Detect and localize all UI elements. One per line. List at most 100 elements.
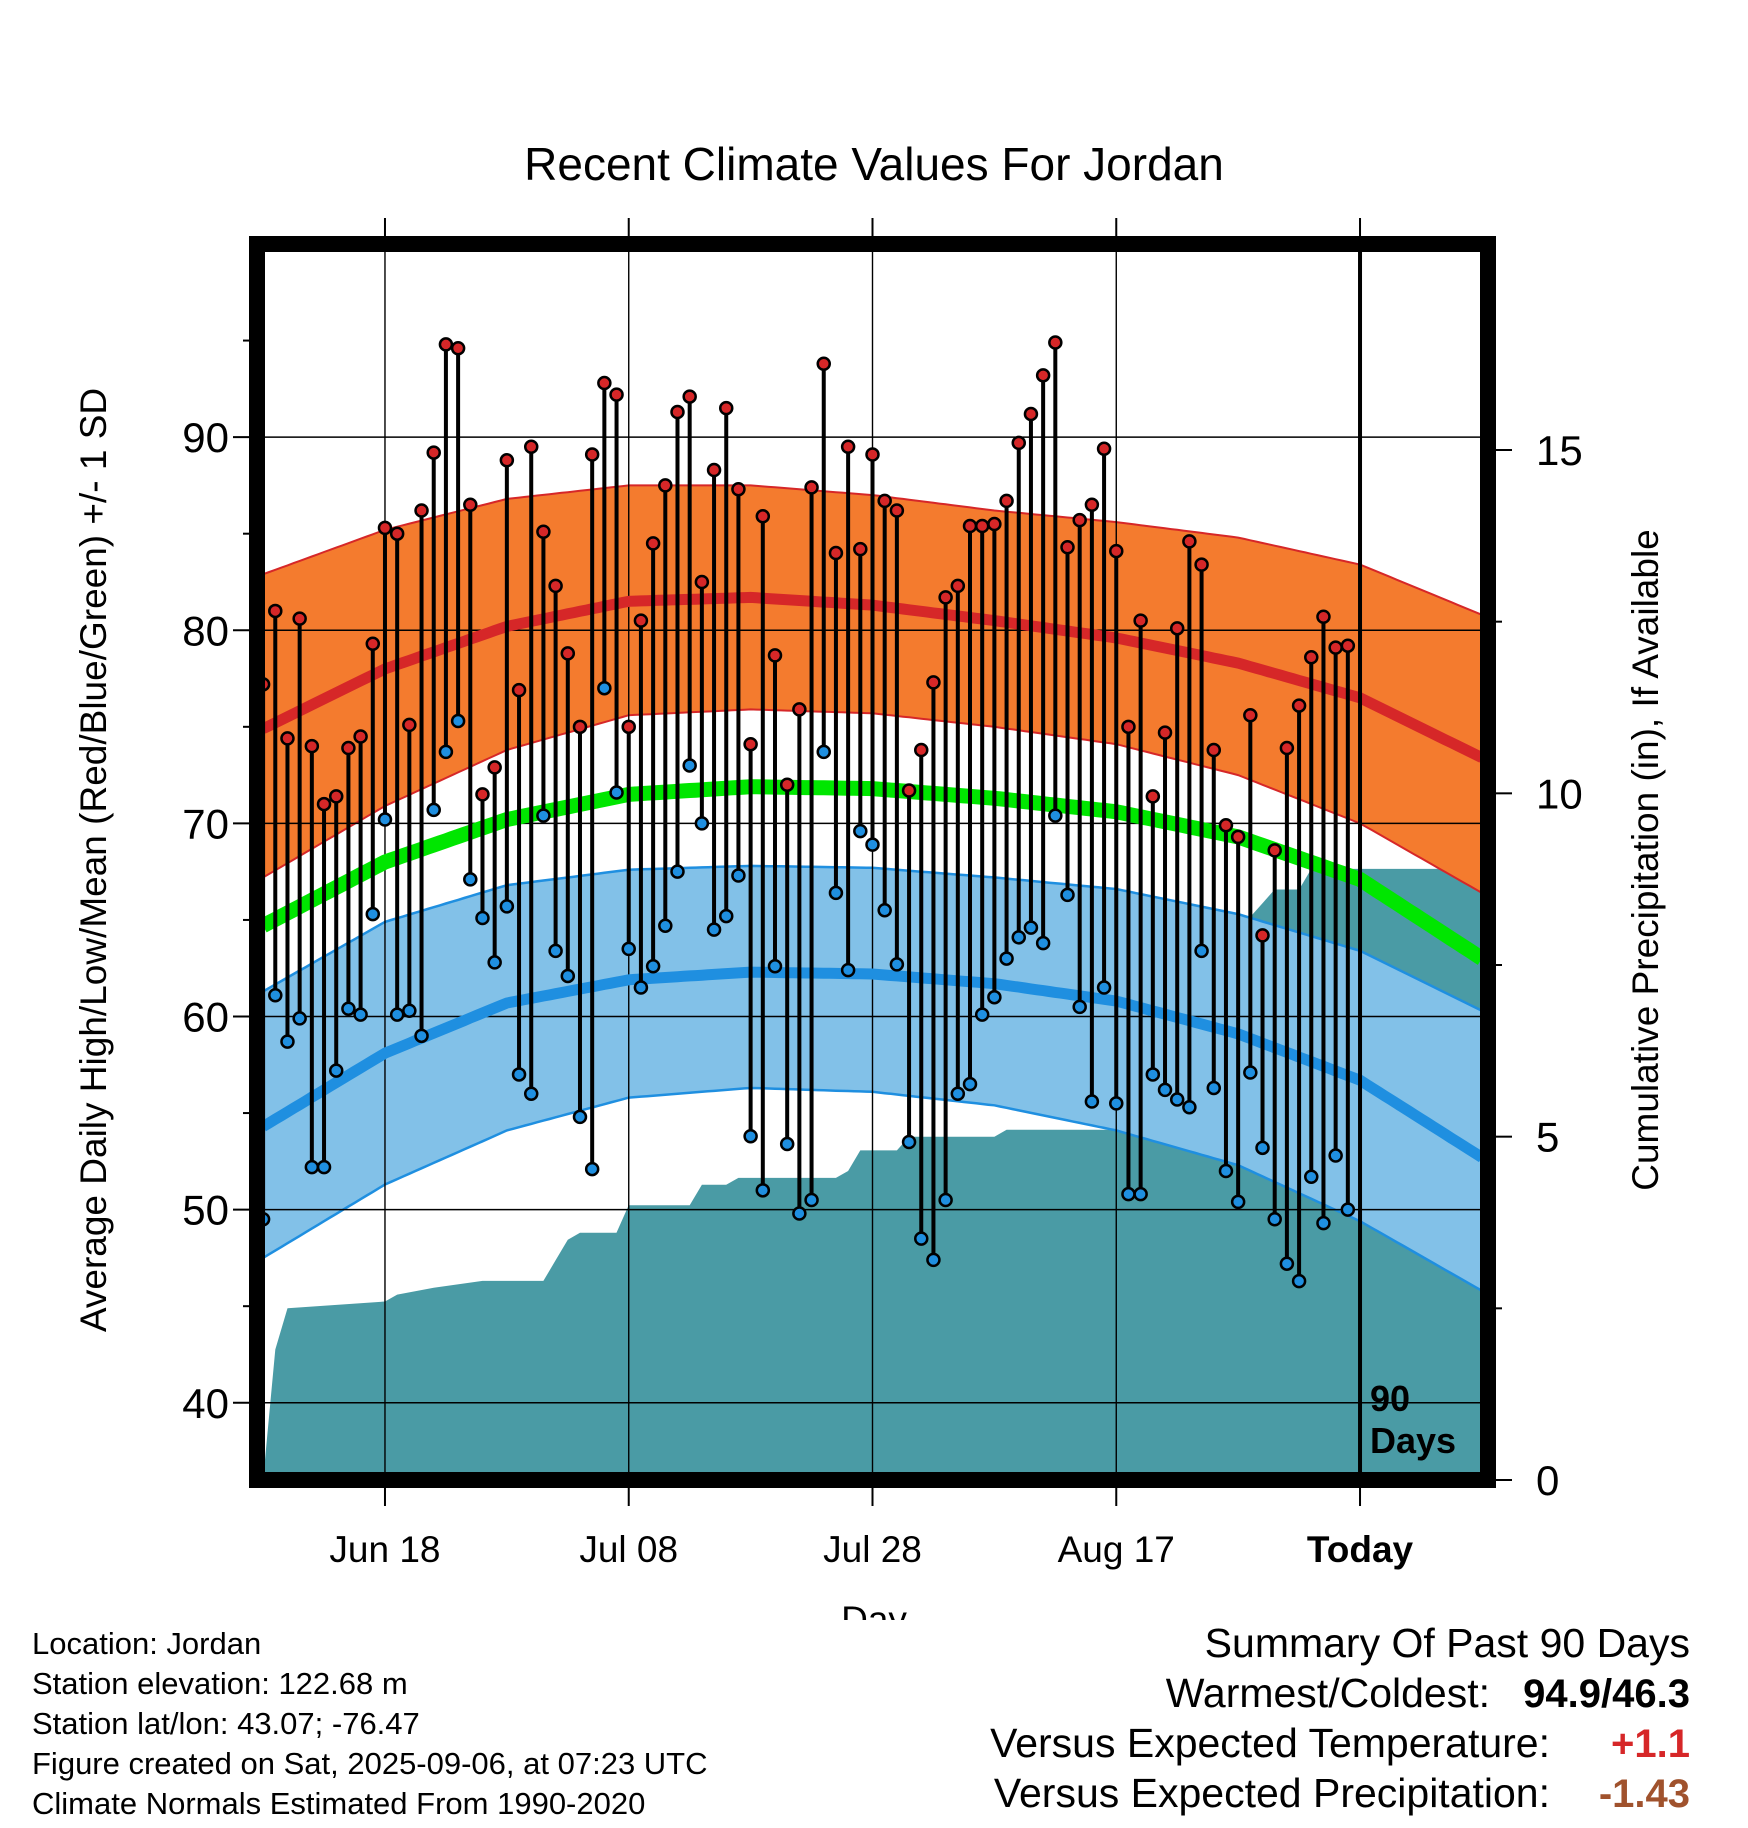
high-point xyxy=(865,447,880,462)
low-point xyxy=(1048,808,1063,823)
low-point xyxy=(280,1034,295,1049)
low-point xyxy=(743,1128,758,1144)
low-point xyxy=(865,837,880,852)
y2-axis-label: Cumulative Precipitation (in), If Availa… xyxy=(1625,529,1666,1191)
high-point xyxy=(487,760,502,775)
high-point xyxy=(999,493,1014,509)
warmest-coldest-row: Warmest/Coldest: 94.9/46.3 xyxy=(990,1670,1690,1720)
today-days-label-part: Days xyxy=(1370,1420,1456,1461)
low-point xyxy=(889,957,905,972)
low-point xyxy=(1267,1212,1282,1227)
low-point xyxy=(950,1086,966,1101)
low-point xyxy=(938,1192,953,1208)
low-point xyxy=(1316,1215,1331,1231)
low-point xyxy=(926,1252,941,1268)
high-point xyxy=(316,796,332,812)
chart-title: Recent Climate Values For Jordan xyxy=(524,138,1224,190)
low-point xyxy=(974,1007,990,1022)
low-point xyxy=(499,899,515,914)
high-point xyxy=(1182,534,1197,549)
low-point xyxy=(694,816,710,831)
high-point xyxy=(987,516,1002,532)
high-point xyxy=(743,736,758,752)
high-point xyxy=(1194,557,1209,572)
y2-tick-label: 5 xyxy=(1536,1114,1559,1161)
low-point xyxy=(548,943,563,959)
precip-vs-expected-value: -1.43 xyxy=(1598,1772,1690,1816)
high-point xyxy=(292,611,307,626)
low-point xyxy=(731,868,746,883)
high-point xyxy=(365,636,381,652)
high-point xyxy=(938,590,953,605)
y-tick-label: 70 xyxy=(182,800,229,847)
low-point xyxy=(1011,930,1027,945)
high-point xyxy=(353,729,368,744)
high-point xyxy=(402,717,417,733)
low-point xyxy=(328,1063,344,1078)
normals-text: Climate Normals Estimated From 1990-2020 xyxy=(32,1786,646,1821)
high-point xyxy=(658,478,673,493)
high-point xyxy=(450,341,466,356)
high-point xyxy=(1304,650,1319,665)
high-point xyxy=(779,777,795,792)
high-point xyxy=(560,646,576,661)
low-point xyxy=(560,968,576,984)
high-point xyxy=(670,404,685,420)
y-tick-label: 50 xyxy=(182,1187,229,1234)
high-point xyxy=(974,518,990,534)
latlon-text: Station lat/lon: 43.07; -76.47 xyxy=(32,1706,420,1741)
low-point xyxy=(1304,1169,1319,1185)
high-point xyxy=(1169,621,1185,636)
low-point xyxy=(621,941,636,957)
high-point xyxy=(694,574,710,590)
low-point xyxy=(1109,1096,1124,1111)
high-point xyxy=(706,462,722,478)
high-point xyxy=(1316,609,1331,624)
low-point xyxy=(268,988,283,1003)
low-point xyxy=(779,1136,795,1152)
precip-vs-expected-row: Versus Expected Precipitation: -1.43 xyxy=(990,1770,1690,1820)
high-point xyxy=(463,497,478,512)
low-point xyxy=(1218,1163,1234,1179)
y-axis-label: Average Daily High/Low/Mean (Red/Blue/Gr… xyxy=(73,388,114,1332)
low-point xyxy=(536,808,551,823)
high-point xyxy=(914,742,929,758)
high-point xyxy=(950,578,966,594)
low-point xyxy=(816,744,831,760)
low-point xyxy=(292,1011,307,1026)
high-point xyxy=(755,509,771,524)
low-point xyxy=(450,713,466,729)
high-point xyxy=(1084,497,1100,512)
high-point xyxy=(1011,435,1027,451)
low-point xyxy=(438,744,454,760)
low-point xyxy=(1035,935,1051,951)
high-point xyxy=(1072,512,1087,528)
high-point xyxy=(548,578,563,594)
low-point xyxy=(572,1109,588,1125)
low-point xyxy=(718,908,734,924)
low-point xyxy=(511,1067,527,1082)
high-point xyxy=(645,536,661,551)
low-point xyxy=(792,1206,807,1221)
high-point xyxy=(1340,638,1356,653)
high-point xyxy=(536,524,551,540)
low-point xyxy=(402,1003,417,1018)
low-point xyxy=(914,1231,929,1246)
y-tick-label: 80 xyxy=(182,607,229,654)
plot-area xyxy=(257,244,1488,1480)
low-point xyxy=(304,1159,320,1175)
high-point xyxy=(853,541,868,557)
high-point xyxy=(609,387,624,402)
high-point xyxy=(792,702,807,717)
y2-tick-label: 15 xyxy=(1536,427,1583,474)
low-point xyxy=(1255,1140,1270,1156)
high-point xyxy=(511,682,527,698)
low-point xyxy=(962,1076,978,1092)
high-point xyxy=(280,731,295,746)
y-tick-label: 90 xyxy=(182,414,229,461)
high-point xyxy=(1279,740,1295,756)
low-point xyxy=(1060,887,1075,903)
high-point xyxy=(718,400,734,416)
low-point xyxy=(426,802,441,818)
low-point xyxy=(1291,1273,1307,1289)
